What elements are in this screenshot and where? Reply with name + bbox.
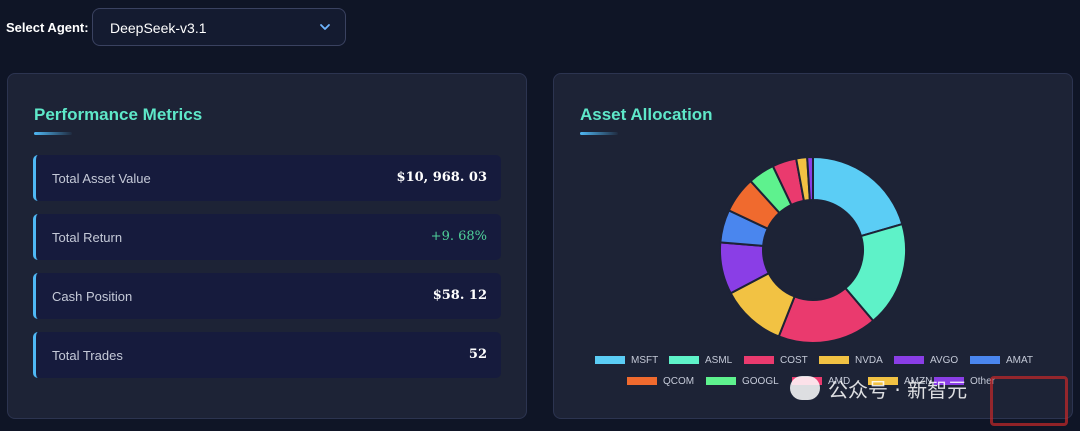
legend-item-qcom[interactable]: QCOM [627,375,694,387]
legend-item-avgo[interactable]: AVGO [894,354,958,366]
legend-swatch [744,356,774,364]
legend-swatch [669,356,699,364]
legend-label: ASML [705,354,733,366]
top-bar: Select Agent: DeepSeek-v3.1 [0,0,1080,62]
legend-swatch [819,356,849,364]
legend-item-googl[interactable]: GOOGL [706,375,779,387]
watermark-text: 公众号 · 新智元 [828,377,968,402]
agent-select-value: DeepSeek-v3.1 [110,20,207,36]
asset-allocation-donut-chart [719,155,907,344]
legend-label: AMZN [904,375,933,387]
legend-item-asml[interactable]: ASML [669,354,732,366]
performance-metrics-card: Performance Metrics Total Asset Value $1… [7,73,527,419]
slice-msft[interactable] [812,155,904,238]
slice-other[interactable] [806,155,814,202]
metric-value: $58. 12 [432,288,487,303]
legend-item-other[interactable]: Other [934,375,995,387]
legend-swatch [894,356,924,364]
metric-value: $10, 968. 03 [396,170,487,185]
legend-swatch [868,377,898,385]
legend-label: AMAT [1006,354,1034,366]
legend-label: AVGO [930,354,959,366]
legend-item-cost[interactable]: COST [744,354,808,366]
seal-stamp [990,376,1068,426]
watermark: 公众号 · 新智元 [790,368,967,408]
metric-total-return: Total Return +9. 68% [33,214,501,260]
wechat-logo-icon [790,376,820,400]
legend-label: AMD [828,375,851,387]
legend-label: Other [970,375,996,387]
metric-total-asset-value: Total Asset Value $10, 968. 03 [33,155,501,201]
legend-swatch [970,356,1000,364]
metric-value: 52 [468,347,487,362]
legend-swatch [934,377,964,385]
metric-label: Total Asset Value [52,171,151,186]
metric-value: +9. 68% [430,229,487,244]
legend-label: GOOGL [742,375,779,387]
metric-total-trades: Total Trades 52 [33,332,501,378]
agent-select-dropdown[interactable]: DeepSeek-v3.1 [92,8,346,46]
legend-swatch [706,377,736,385]
title-underline [34,132,72,135]
asset-allocation-card: Asset Allocation MSFT ASML COST NVDA AVGO AMA… [553,73,1073,419]
legend-label: QCOM [663,375,695,387]
performance-metrics-title: Performance Metrics [34,105,203,124]
title-underline [580,132,618,135]
legend-label: COST [780,354,808,366]
metric-label: Total Return [52,230,123,245]
legend-item-nvda[interactable]: NVDA [819,354,883,366]
chevron-down-icon [320,24,330,30]
legend-label: MSFT [631,354,659,366]
metric-label: Cash Position [52,289,133,304]
asset-allocation-title: Asset Allocation [580,105,713,124]
legend-item-amzn[interactable]: AMZN [868,375,932,387]
select-agent-label: Select Agent: [6,20,89,35]
legend-item-amat[interactable]: AMAT [970,354,1033,366]
metric-cash-position: Cash Position $58. 12 [33,273,501,319]
metric-label: Total Trades [52,348,123,363]
legend-label: NVDA [855,354,883,366]
legend-item-msft[interactable]: MSFT [595,354,658,366]
legend-swatch [595,356,625,364]
legend-swatch [627,377,657,385]
